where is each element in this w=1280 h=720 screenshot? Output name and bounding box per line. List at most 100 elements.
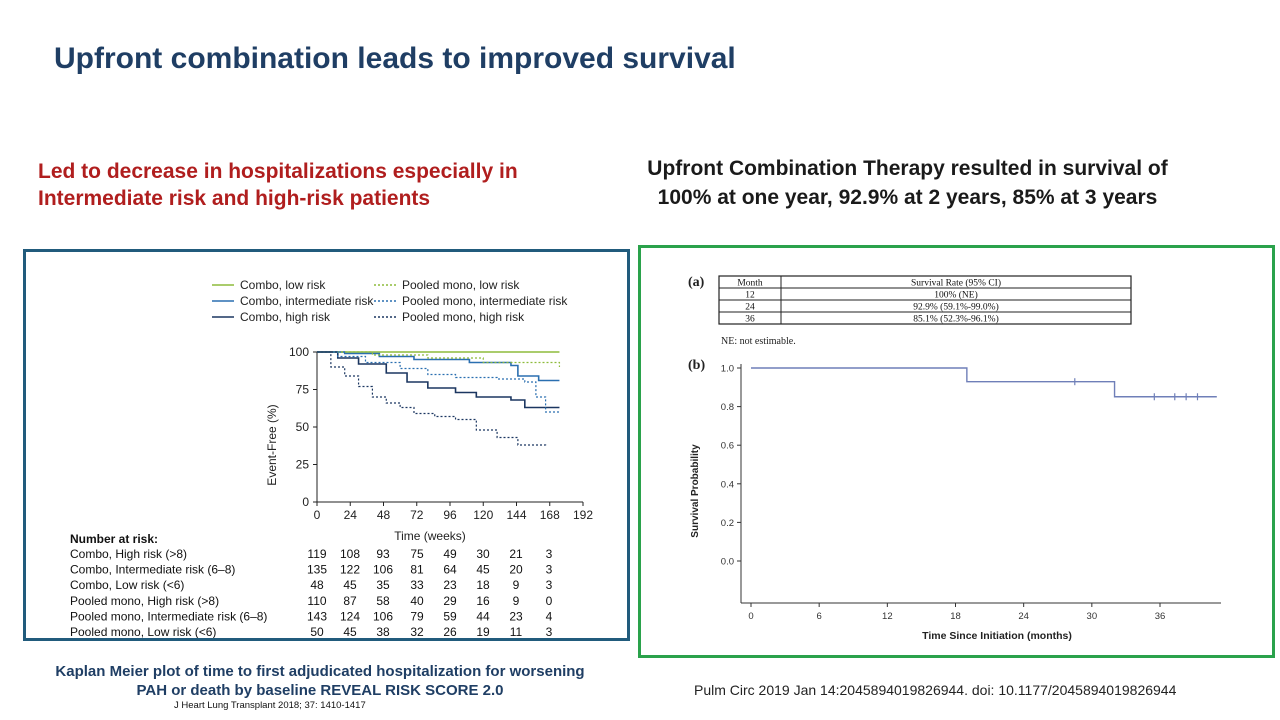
risk-cell: 3 [546,547,553,561]
risk-cell: 135 [307,563,327,577]
risk-cell: 16 [476,594,490,608]
table-cell: 12 [745,291,755,301]
panel-a-label: (a) [688,275,705,290]
risk-cell: 64 [443,563,457,577]
risk-cell: 23 [443,578,457,592]
risk-cell: 33 [410,578,424,592]
right-chart-citation: Pulm Circ 2019 Jan 14:2045894019826944. … [694,682,1177,698]
y-tick-label: 100 [289,345,309,359]
survival-chart: (a) Month Survival Rate (95% CI) 12 100% (N… [688,275,1221,642]
risk-cell: 49 [443,547,457,561]
y-tick-label: 0 [302,495,309,509]
y-tick-label: 0.6 [721,441,734,452]
risk-cell: 87 [343,594,357,608]
risk-cell: 26 [443,625,457,638]
risk-cell: 50 [310,625,324,638]
risk-cell: 45 [476,563,490,577]
risk-cell: 3 [546,625,553,638]
x-tick-label: 24 [344,508,358,522]
left-heading: Led to decrease in hospitalizations espe… [38,160,518,210]
x-tick-label: 0 [314,508,321,522]
risk-cell: 4 [546,609,553,623]
table-cell: 36 [745,315,755,325]
y-tick-label: 0.4 [721,479,734,490]
risk-cell: 9 [513,594,520,608]
risk-row-label: Combo, Low risk (<6) [70,578,184,592]
y-tick-label: 25 [296,458,310,472]
series-line-pooled-mono-high-risk [317,351,547,447]
legend-label: Pooled mono, high risk [402,310,525,324]
risk-row-label: Combo, High risk (>8) [70,547,187,561]
right-heading: Upfront Combination Therapy resulted in … [647,157,1168,209]
x-tick-label: 72 [410,508,424,522]
risk-cell: 11 [510,625,523,638]
x-tick-label: 12 [882,611,893,622]
risk-cell: 23 [509,609,523,623]
table-header: Month [737,279,763,289]
risk-cell: 30 [476,547,490,561]
risk-cell: 40 [410,594,424,608]
risk-cell: 119 [307,547,326,561]
legend-label: Combo, low risk [240,278,326,292]
risk-cell: 38 [376,625,390,638]
x-tick-label: 18 [950,611,961,622]
risk-row-label: Pooled mono, Intermediate risk (6–8) [70,609,267,623]
risk-cell: 81 [410,563,424,577]
risk-cell: 32 [410,625,424,638]
risk-cell: 75 [410,547,424,561]
y-tick-label: 75 [296,383,310,397]
risk-cell: 19 [476,625,490,638]
risk-cell: 122 [340,563,360,577]
legend-label: Pooled mono, low risk [402,278,520,292]
survival-chart-panel: (a) Month Survival Rate (95% CI) 12 100% (N… [638,245,1275,658]
panel-b-label: (b) [688,358,705,373]
risk-cell: 45 [343,578,357,592]
x-tick-label: 0 [748,611,753,622]
risk-cell: 9 [513,578,520,592]
x-tick-label: 168 [540,508,560,522]
series-line-combo-high-risk [317,351,560,409]
legend-label: Combo, high risk [240,310,331,324]
table-cell: 24 [745,303,755,313]
risk-cell: 18 [476,578,490,592]
risk-row-label: Pooled mono, High risk (>8) [70,594,219,608]
y-axis-label: Survival Probability [690,444,701,538]
risk-cell: 44 [476,609,490,623]
y-axis-label: Event-Free (%) [265,404,279,485]
risk-cell: 3 [546,578,553,592]
series-line-pooled-mono-low-risk [317,351,561,367]
risk-cell: 124 [340,609,360,623]
x-tick-label: 6 [817,611,822,622]
legend-label: Pooled mono, intermediate risk [402,294,568,308]
risk-row-label: Pooled mono, Low risk (<6) [70,625,216,638]
y-tick-label: 0.8 [721,402,734,413]
risk-row-label: Combo, Intermediate risk (6–8) [70,563,235,577]
risk-cell: 110 [307,594,326,608]
table-cell: 85.1% (52.3%-96.1%) [913,314,998,325]
risk-cell: 143 [307,609,327,623]
table-header: Survival Rate (95% CI) [911,278,1001,289]
x-tick-label: 36 [1155,611,1166,622]
x-tick-label: 96 [443,508,457,522]
risk-cell: 0 [546,594,553,608]
y-tick-label: 0.2 [721,518,734,529]
x-tick-label: 144 [506,508,526,522]
y-tick-label: 1.0 [721,364,734,375]
survival-curve [751,367,1217,398]
series-line-pooled-mono-intermediate-risk [317,351,560,413]
risk-cell: 35 [376,578,390,592]
x-tick-label: 30 [1087,611,1098,622]
x-tick-label: 192 [573,508,593,522]
series-line-combo-intermediate-risk [317,351,560,382]
risk-table-title: Number at risk: [70,532,158,546]
risk-cell: 21 [509,547,523,561]
risk-cell: 59 [443,609,457,623]
risk-cell: 58 [376,594,390,608]
risk-cell: 79 [410,609,424,623]
risk-cell: 93 [376,547,390,561]
risk-cell: 20 [509,563,523,577]
risk-cell: 106 [373,563,393,577]
risk-cell: 45 [343,625,357,638]
x-tick-label: 24 [1018,611,1029,622]
risk-cell: 29 [443,594,457,608]
